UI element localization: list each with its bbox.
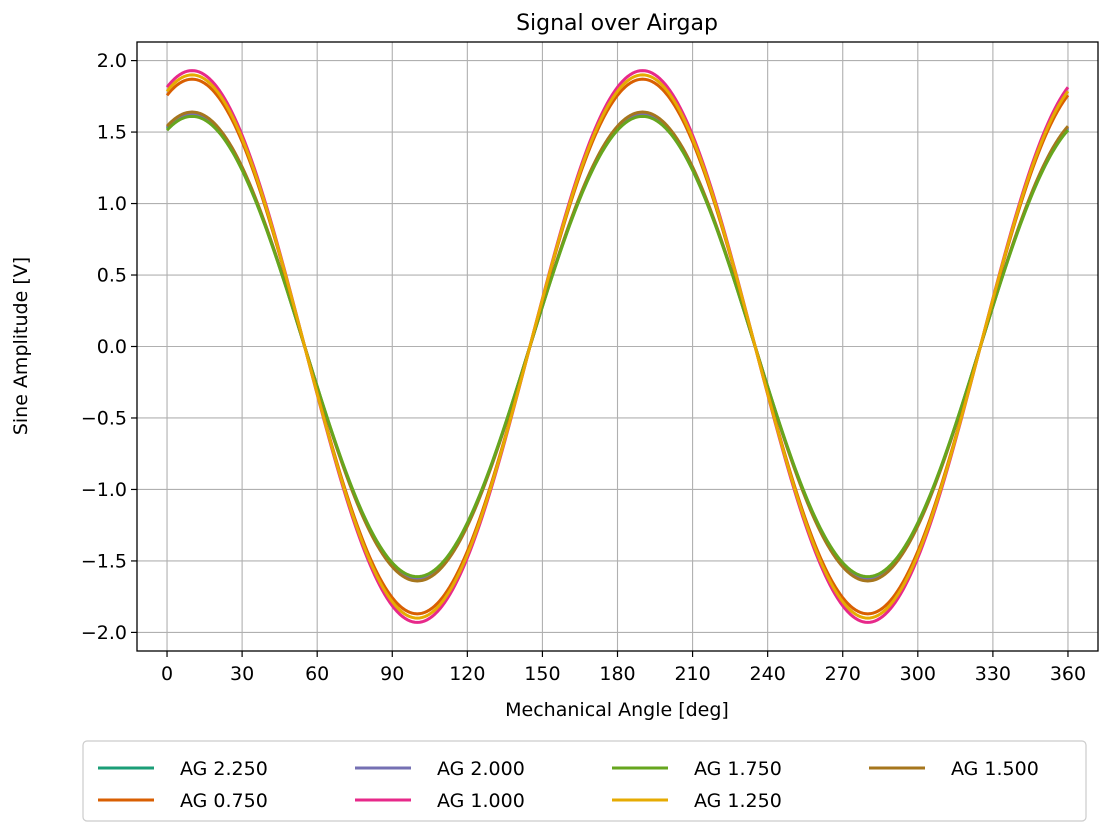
series-line-ag-1-250 (165, 73, 1070, 620)
legend: AG 2.250 AG 2.000 AG 1.750 AG 1.500 AG 0.750… (82, 740, 1087, 822)
legend-label: AG 0.750 (180, 790, 268, 812)
x-tick-label: 30 (230, 663, 254, 685)
x-tick-label: 0 (161, 663, 173, 685)
x-tick-label: 330 (975, 663, 1011, 685)
legend-item: AG 1.750 (612, 758, 782, 780)
legend-label: AG 2.000 (437, 758, 525, 780)
y-tick-label: 0.0 (97, 336, 127, 358)
y-tick-label: −2.0 (81, 622, 127, 644)
x-tick-label: 240 (750, 663, 786, 685)
x-tick-label: 60 (305, 663, 329, 685)
series-lines (165, 69, 1070, 624)
legend-item: AG 2.000 (355, 758, 525, 780)
x-axis-label: Mechanical Angle [deg] (505, 699, 729, 721)
x-tick-label: 300 (900, 663, 936, 685)
legend-label: AG 1.750 (694, 758, 782, 780)
legend-item: AG 0.750 (98, 790, 268, 812)
legend-label: AG 1.250 (694, 790, 782, 812)
y-tick-label: −0.5 (81, 407, 127, 429)
legend-label: AG 1.500 (951, 758, 1039, 780)
y-tick-label: 2.0 (97, 50, 127, 72)
x-tick-label: 270 (825, 663, 861, 685)
legend-item: AG 1.500 (869, 758, 1039, 780)
grid (137, 42, 1098, 651)
legend-label: AG 1.000 (437, 790, 525, 812)
chart-title: Signal over Airgap (516, 11, 718, 36)
legend-frame (82, 740, 1087, 822)
x-tick-label: 120 (449, 663, 485, 685)
y-tick-label: 1.5 (97, 122, 127, 144)
legend-item: AG 1.250 (612, 790, 782, 812)
y-tick-label: 1.0 (97, 193, 127, 215)
x-axis: 0 30 60 90 120 150 180 210 240 270 300 330 360 (161, 651, 1086, 685)
x-tick-label: 150 (524, 663, 560, 685)
legend-item: AG 2.250 (98, 758, 268, 780)
y-axis: −2.0 −1.5 −1.0 −0.5 0.0 0.5 1.0 1.5 2.0 (81, 50, 137, 644)
x-tick-label: 360 (1050, 663, 1086, 685)
y-tick-label: 0.5 (97, 265, 127, 287)
legend-label: AG 2.250 (180, 758, 268, 780)
series-line-ag-1-750 (165, 114, 1070, 579)
x-tick-label: 180 (599, 663, 635, 685)
x-tick-label: 90 (380, 663, 404, 685)
y-tick-label: −1.0 (81, 479, 127, 501)
legend-item: AG 1.000 (355, 790, 525, 812)
y-axis-label: Sine Amplitude [V] (10, 257, 32, 435)
x-tick-label: 210 (674, 663, 710, 685)
y-tick-label: −1.5 (81, 550, 127, 572)
